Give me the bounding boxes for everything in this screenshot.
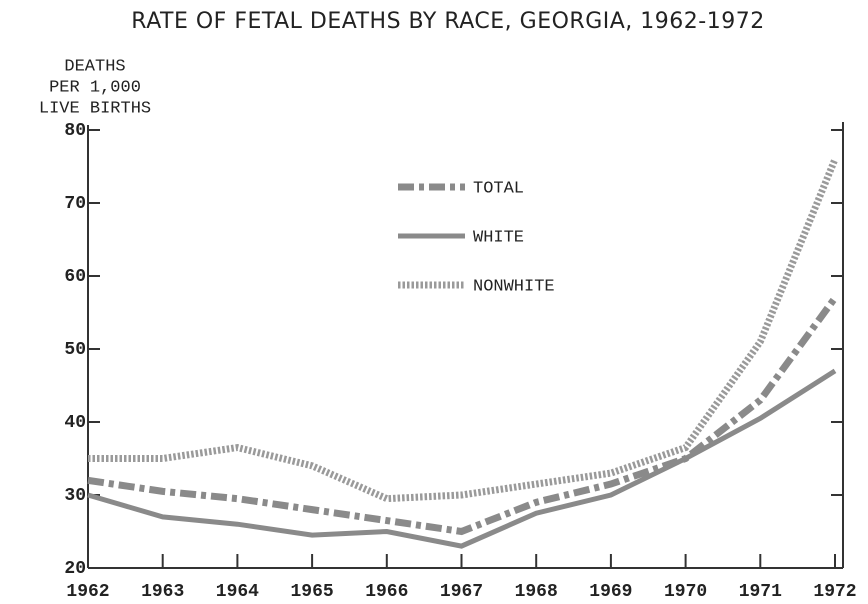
legend-label: NONWHITE	[473, 277, 555, 296]
x-tick-label: 1970	[664, 582, 707, 602]
y-tick-label: 50	[64, 340, 86, 360]
x-tick-label: 1971	[739, 582, 782, 602]
x-tick-label: 1968	[515, 582, 558, 602]
x-tick-label: 1967	[440, 582, 483, 602]
y-tick-label: 80	[64, 121, 86, 141]
series-line	[88, 157, 839, 503]
y-tick-label: 40	[64, 413, 86, 433]
y-tick-label: 30	[64, 486, 86, 506]
x-tick-label: 1962	[66, 582, 109, 602]
x-tick-label: 1972	[813, 582, 856, 602]
series-line	[87, 368, 837, 549]
legend-label: TOTAL	[473, 179, 524, 198]
x-tick-label: 1969	[589, 582, 632, 602]
y-tick-label: 20	[64, 559, 86, 579]
x-tick-label: 1964	[216, 582, 259, 602]
y-axis-label: PER 1,000	[49, 78, 141, 97]
x-tick-label: 1963	[141, 582, 184, 602]
y-tick-label: 70	[64, 194, 86, 214]
y-tick-label: 60	[64, 267, 86, 287]
chart-title: RATE OF FETAL DEATHS BY RACE, GEORGIA, 1…	[131, 9, 764, 34]
x-tick-label: 1966	[365, 582, 408, 602]
y-axis-label: DEATHS	[64, 57, 125, 76]
y-axis-label: LIVE BIRTHS	[39, 99, 151, 118]
series-line	[87, 295, 838, 536]
legend-label: WHITE	[473, 228, 524, 247]
x-tick-label: 1965	[290, 582, 333, 602]
